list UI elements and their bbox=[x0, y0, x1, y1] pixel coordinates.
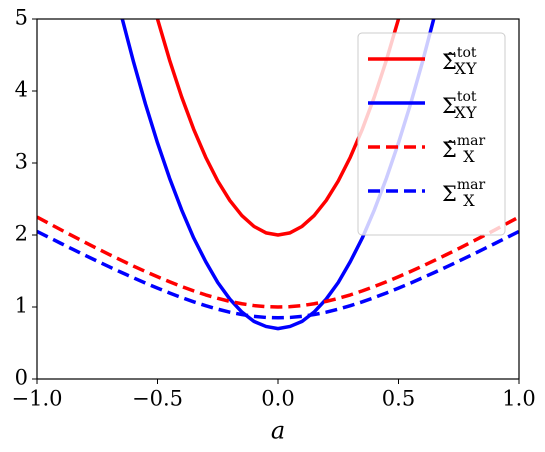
y-tick-label: 2 bbox=[15, 222, 28, 246]
y-tick-label: 4 bbox=[15, 78, 28, 102]
legend-label-sup: tot bbox=[457, 45, 477, 61]
legend-label-sub: XY bbox=[455, 103, 477, 122]
legend-label: Σ̃tot XY bbox=[442, 45, 477, 78]
plot-area bbox=[37, 19, 519, 331]
y-tick-label: 0 bbox=[15, 366, 28, 390]
legend-label-base: Σ̃ bbox=[442, 138, 457, 162]
series-line bbox=[37, 229, 519, 320]
legend-label-sub: XY bbox=[455, 59, 477, 78]
y-tick-label: 1 bbox=[15, 294, 28, 318]
legend-label: Σ̃mar X bbox=[442, 133, 485, 166]
legend-label-sup: mar bbox=[457, 133, 486, 149]
legend-box bbox=[357, 32, 506, 236]
y-tick-label: 3 bbox=[15, 150, 28, 174]
legend-label-sup: mar bbox=[457, 177, 486, 193]
legend-label-base: Σ bbox=[442, 94, 457, 118]
legend-label-base: Σ̃ bbox=[442, 50, 457, 74]
legend-label: Σmar X bbox=[442, 177, 485, 210]
x-axis-label: a bbox=[271, 417, 285, 445]
x-tick-label: 1.0 bbox=[502, 387, 535, 411]
x-tick-label: −1.0 bbox=[12, 387, 63, 411]
legend-label-sup: tot bbox=[457, 89, 477, 105]
legend-label-sub: X bbox=[463, 191, 475, 210]
legend-label-base: Σ bbox=[442, 182, 457, 206]
series-line bbox=[120, 19, 436, 331]
y-tick-label: 5 bbox=[15, 6, 28, 30]
legend-label-sub: X bbox=[463, 147, 475, 166]
x-tick-label: 0.0 bbox=[261, 387, 294, 411]
series-line bbox=[155, 19, 401, 237]
x-tick-label: −0.5 bbox=[132, 387, 183, 411]
series-line bbox=[37, 215, 519, 309]
legend-label: Σtot XY bbox=[442, 89, 477, 122]
x-tick-label: 0.5 bbox=[382, 387, 415, 411]
